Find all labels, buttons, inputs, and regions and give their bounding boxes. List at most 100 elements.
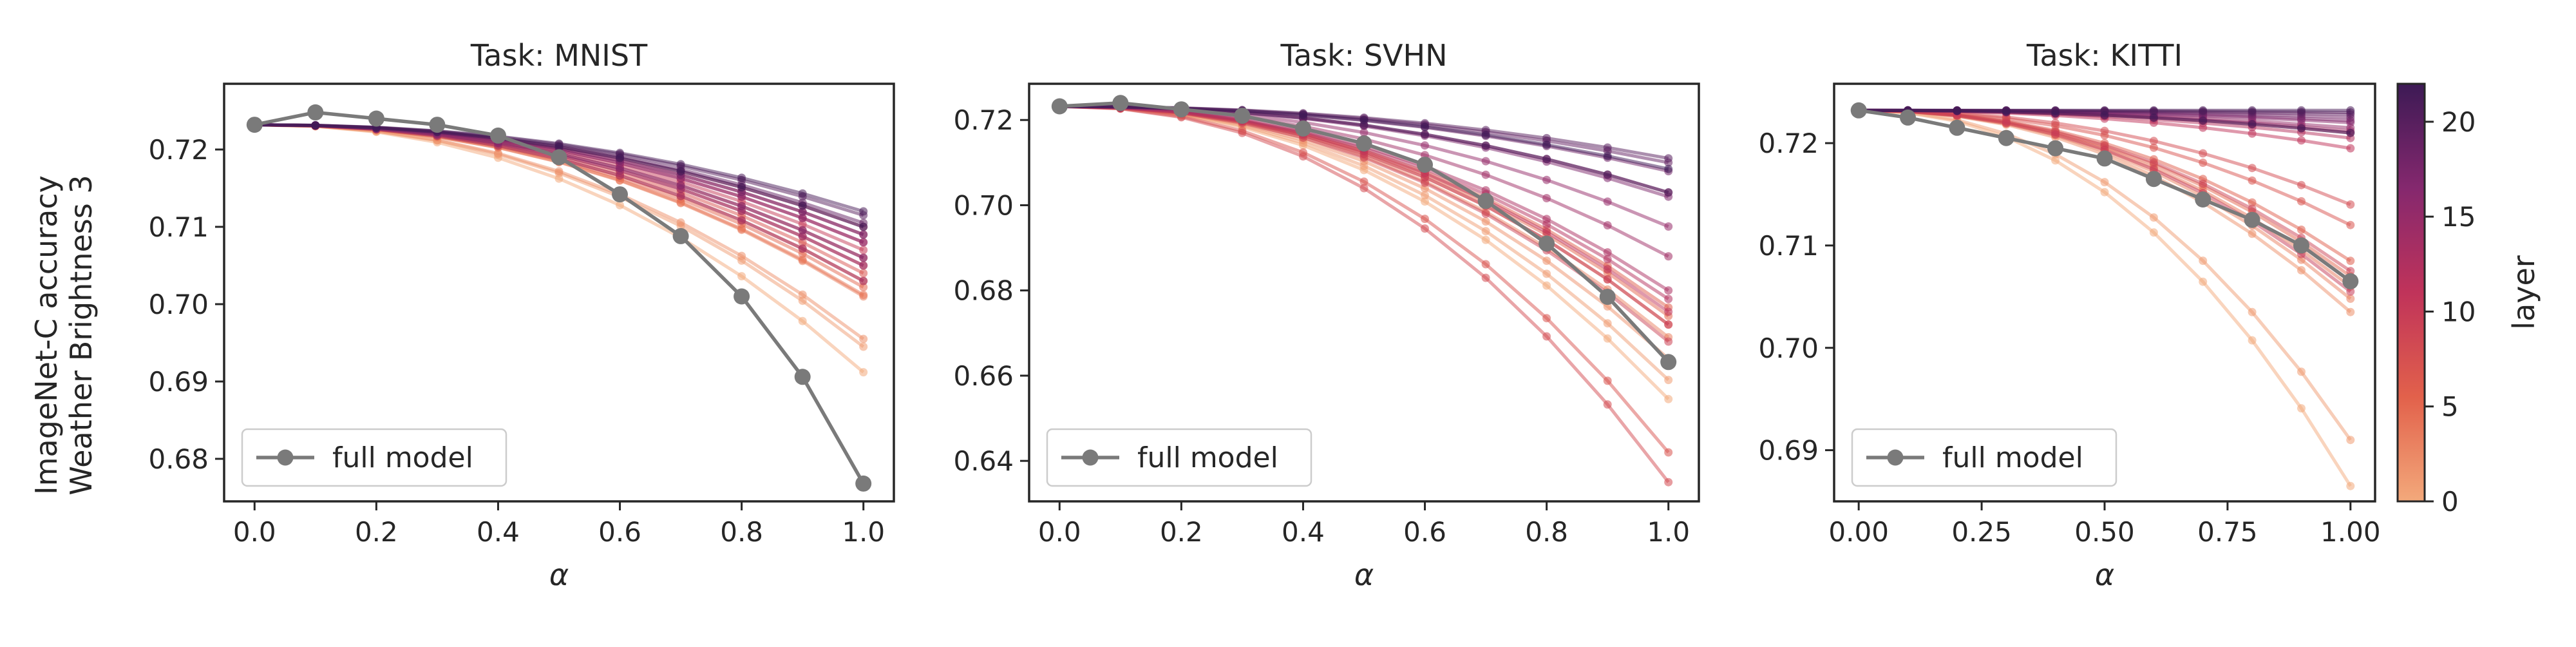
- layer-7-point: [1481, 260, 1490, 269]
- layer-6-point: [2297, 226, 2306, 234]
- layer-1-point: [2199, 256, 2208, 266]
- layer-8-point: [2297, 180, 2306, 189]
- y-tick-label: 0.71: [148, 211, 209, 243]
- layer-22-point: [1542, 140, 1551, 149]
- layer-14-point: [737, 216, 746, 225]
- y-tick-label: 0.68: [148, 443, 209, 475]
- layer-11-point: [2346, 144, 2355, 153]
- y-tick-label: 0.72: [953, 104, 1014, 136]
- layer-14-point: [798, 244, 807, 253]
- layer-1-point: [1664, 376, 1673, 385]
- layer-8-point: [2346, 200, 2355, 209]
- layer-15-point: [859, 261, 868, 270]
- colorbar-label: layer: [2506, 255, 2541, 329]
- layer-21-point: [1603, 170, 1612, 179]
- full-model-point: [1051, 98, 1068, 115]
- layer-1-point: [1421, 191, 1429, 200]
- full-model-point: [1599, 289, 1616, 305]
- layer-22-point: [1953, 106, 1962, 115]
- full-model-point: [794, 369, 811, 385]
- legend-marker: [1887, 449, 1904, 466]
- colorbar-tick-label: 15: [2441, 201, 2476, 233]
- y-tick-label: 0.69: [1758, 435, 1819, 467]
- layer-8-point: [1603, 400, 1612, 409]
- layer-21-point: [2248, 106, 2257, 115]
- layer-21-point: [1421, 130, 1429, 139]
- layer-2-point: [2346, 307, 2355, 316]
- layer-10-point: [2051, 130, 2060, 139]
- full-model-point: [734, 288, 750, 305]
- layer-9-point: [1664, 337, 1673, 346]
- layer-1-point: [2100, 178, 2109, 187]
- layer-0-point: [1603, 334, 1612, 343]
- layer-12-point: [1603, 255, 1612, 264]
- layer-22-point: [2248, 120, 2257, 129]
- y-tick-label: 0.70: [953, 189, 1014, 221]
- x-tick-label: 0.2: [355, 516, 398, 548]
- full-model-point: [246, 117, 263, 133]
- layer-0-point: [2100, 188, 2109, 197]
- x-axis-label: α: [2095, 557, 2114, 592]
- layer-17-point: [616, 164, 624, 173]
- layer-5-point: [859, 283, 868, 292]
- layer-13-point: [1481, 186, 1490, 195]
- layer-21-point: [798, 189, 807, 198]
- layer-15-point: [798, 232, 807, 241]
- layer-0-point: [2199, 277, 2208, 286]
- colorbar-tick-label: 20: [2441, 106, 2476, 138]
- layer-7-point: [2149, 143, 2158, 152]
- layer-1-point: [1603, 319, 1612, 328]
- x-tick-label: 0.8: [1525, 516, 1568, 548]
- layer-16-point: [859, 238, 868, 247]
- x-tick-label: 0.75: [2197, 516, 2258, 548]
- layer-21-point: [2346, 106, 2355, 115]
- layer-10-point: [859, 246, 868, 255]
- layer-0-point: [859, 368, 868, 377]
- layer-22-point: [2100, 111, 2109, 120]
- legend-marker: [1082, 449, 1099, 466]
- x-tick-label: 0.0: [233, 516, 276, 548]
- layer-7-point: [859, 269, 868, 278]
- layer-18-point: [859, 230, 868, 239]
- layer-11-point: [2297, 136, 2306, 145]
- layer-7-point: [2346, 220, 2355, 229]
- layer-2-point: [554, 167, 564, 176]
- layer-12-point: [1664, 295, 1673, 304]
- layer-22-point: [1603, 151, 1612, 160]
- axes-frame: [223, 82, 895, 503]
- layer-0-point: [737, 272, 746, 281]
- full-model-point: [672, 227, 689, 244]
- x-tick-label: 0.50: [2074, 516, 2135, 548]
- layer-22-point: [616, 153, 624, 162]
- layer-22-point: [1421, 122, 1429, 131]
- layer-8-point: [1421, 224, 1429, 233]
- layer-3-point: [2346, 295, 2355, 303]
- layer-1-point: [859, 342, 868, 351]
- layer-2-point: [2248, 229, 2257, 238]
- layer-14-point: [676, 191, 685, 200]
- layer-9-point: [1481, 209, 1490, 218]
- layer-1-point: [2297, 367, 2306, 376]
- layer-2-point: [798, 290, 807, 299]
- x-tick-label: 0.6: [1403, 516, 1446, 548]
- full-model-point: [2342, 273, 2359, 289]
- layer-22-point: [1299, 110, 1307, 119]
- full-model-point: [1356, 135, 1372, 152]
- full-model-point: [2195, 191, 2211, 208]
- layer-0-point: [2297, 404, 2306, 413]
- layer-15-point: [1603, 197, 1612, 206]
- panel-title: Task: MNIST: [470, 38, 648, 73]
- layer-6-point: [2346, 256, 2355, 266]
- layer-22-point: [1359, 115, 1368, 124]
- layer-13-point: [1542, 215, 1551, 224]
- layer-21-point: [2297, 106, 2306, 115]
- y-tick-label: 0.70: [148, 289, 209, 320]
- layer-0-point: [2248, 336, 2257, 345]
- layer-10-point: [798, 220, 807, 229]
- layer-13-point: [1664, 286, 1673, 295]
- layer-1-point: [1542, 269, 1551, 278]
- layer-10-point: [1664, 320, 1673, 329]
- x-tick-label: 1.0: [1647, 516, 1690, 548]
- layer-14-point: [1542, 194, 1551, 202]
- layer-22-point: [554, 142, 564, 151]
